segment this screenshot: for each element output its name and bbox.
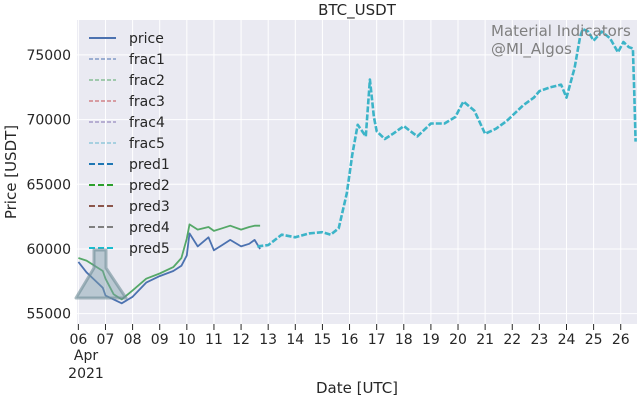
- legend-label-frac4: frac4: [129, 115, 165, 131]
- y-tick-label: 65000: [26, 177, 71, 193]
- x-tick-label: 11: [205, 332, 223, 348]
- y-tick-label: 70000: [26, 113, 71, 129]
- legend-label-pred3: pred3: [129, 199, 170, 215]
- x-tick-label: 24: [558, 332, 576, 348]
- series-line-pred: [257, 27, 637, 248]
- x-tick-label: 23: [530, 332, 548, 348]
- flask-icon: [74, 248, 128, 300]
- legend-label-frac1: frac1: [129, 52, 165, 68]
- x-tick-label: 09: [151, 332, 169, 348]
- legend-label-frac5: frac5: [129, 136, 165, 152]
- x-tick-label: 25: [585, 332, 603, 348]
- y-tick-label: 75000: [26, 48, 71, 64]
- x-tick-label: 19: [422, 332, 440, 348]
- y-tick-label: 55000: [26, 307, 71, 323]
- y-axis-label: Price [USDT]: [2, 125, 20, 219]
- x-tick-label: 17: [368, 332, 386, 348]
- chart-title: BTC_USDT: [318, 1, 397, 20]
- x-tick-label: 18: [395, 332, 413, 348]
- grid-layer: [77, 20, 637, 324]
- legend-label-pred4: pred4: [129, 220, 170, 236]
- legend-label-frac3: frac3: [129, 94, 165, 110]
- x-tick-label: 12: [232, 332, 250, 348]
- series-line-price: [77, 232, 261, 305]
- x-tick-label: 07: [97, 332, 115, 348]
- x-tick-label: 21: [476, 332, 494, 348]
- plot-area: [77, 20, 637, 324]
- x-tick-label: 10: [178, 332, 196, 348]
- watermark-line-2: @MI_Algos: [491, 40, 572, 59]
- x-tick-label: 13: [259, 332, 277, 348]
- legend-label-pred1: pred1: [129, 157, 170, 173]
- x-tick-label: 06: [69, 332, 87, 348]
- y-axis-ticks: 55000 60000 65000 70000 75000: [26, 48, 71, 323]
- x-axis-ticks: 06 07 08 09 10 11 12 13 14 15 16 17 18 19 20 21 22 23 24 25…: [69, 324, 630, 348]
- x-tick-label: 08: [124, 332, 142, 348]
- x-tick-label: 22: [503, 332, 521, 348]
- legend-label-price: price: [129, 31, 164, 47]
- x-tick-label: 16: [341, 332, 359, 348]
- series-line-frac: [78, 223, 261, 301]
- legend-label-pred2: pred2: [129, 178, 170, 194]
- x-tick-label: 20: [449, 332, 467, 348]
- legend-label-pred5: pred5: [129, 241, 170, 257]
- x-tick-label: 15: [314, 332, 332, 348]
- watermark-line-1: Material Indicators: [491, 22, 631, 40]
- flask-icon-body: [74, 248, 128, 300]
- x-tick-label: 14: [286, 332, 304, 348]
- x-axis-year-label: 2021: [68, 366, 104, 382]
- x-axis-month-label: Apr: [74, 348, 98, 364]
- x-axis-label: Date [UTC]: [316, 379, 398, 397]
- legend-label-frac2: frac2: [129, 73, 165, 89]
- legend: price frac1 frac2 frac3 frac4 frac5 pred1 pred2…: [89, 31, 170, 257]
- y-tick-label: 60000: [26, 242, 71, 258]
- x-tick-label: 26: [612, 332, 630, 348]
- series-layer: [77, 27, 637, 305]
